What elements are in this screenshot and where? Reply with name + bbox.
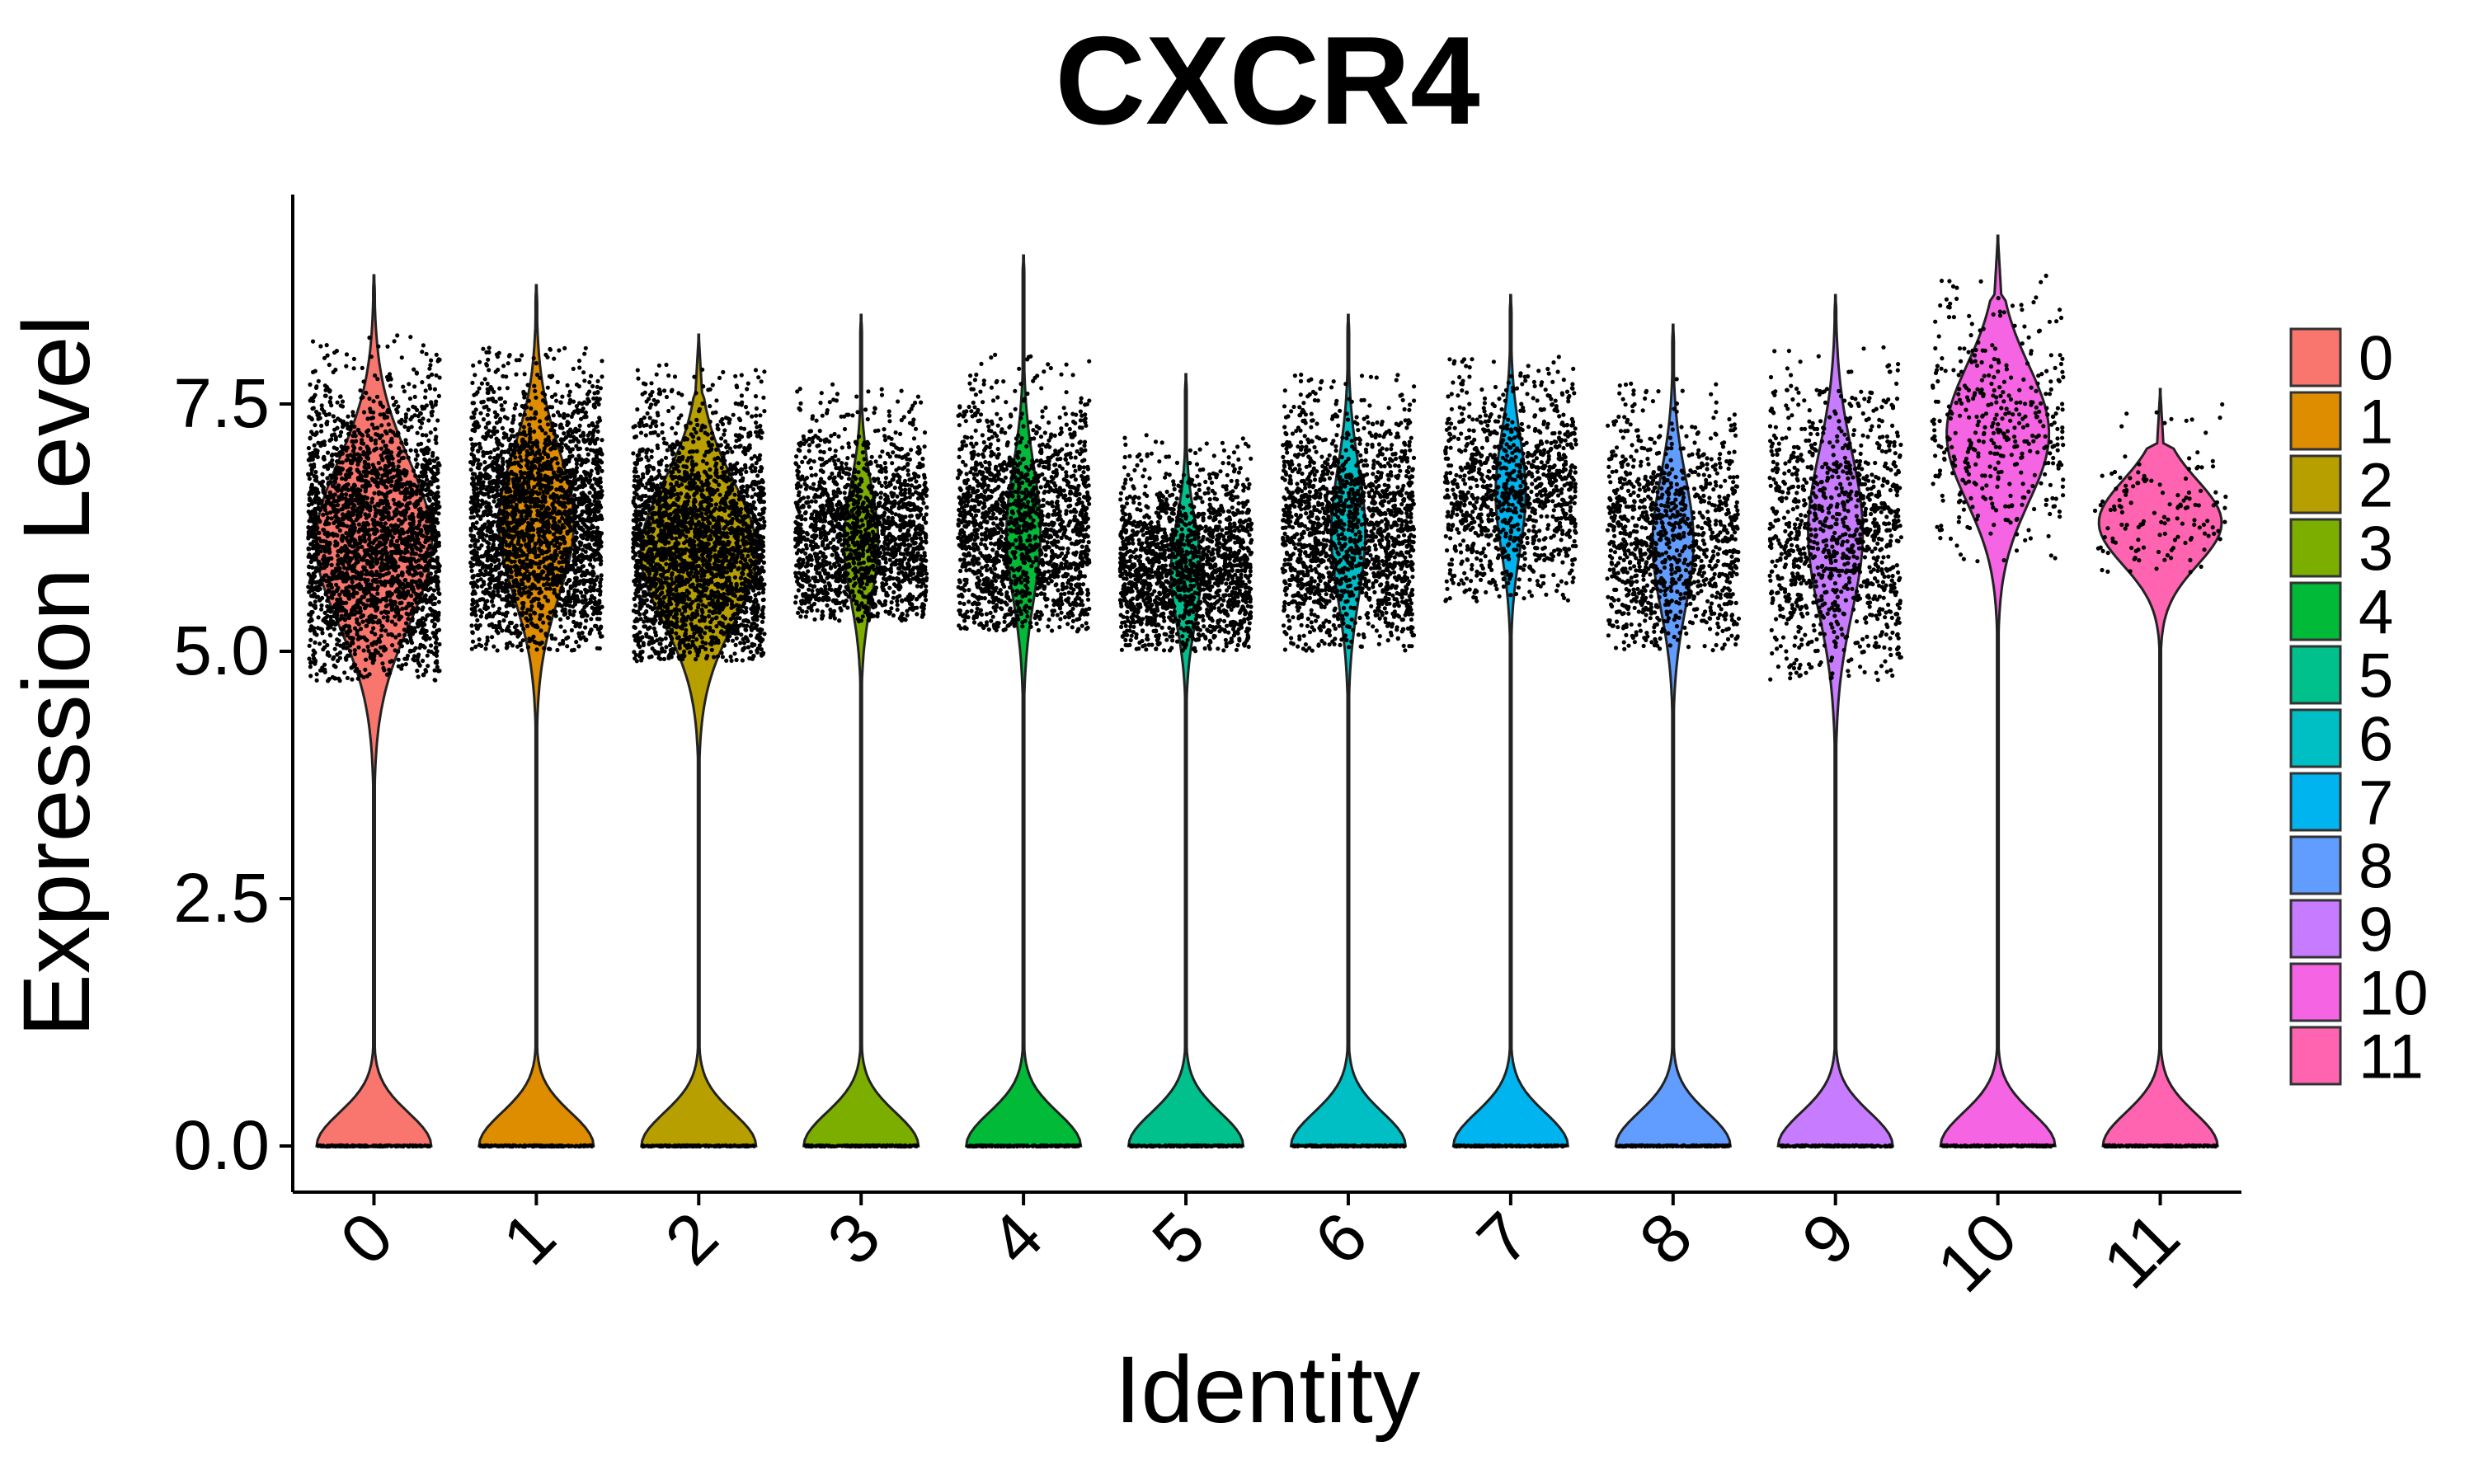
zero-points-cluster-11 [2102,1143,2218,1149]
legend-swatch-3 [2289,518,2342,578]
x-tick-label: 11 [2088,1197,2194,1303]
zero-points-cluster-5 [1127,1143,1244,1149]
jitter-points-cluster-2 [631,362,767,664]
x-tick-label: 1 [488,1197,571,1280]
zero-points-cluster-9 [1779,1143,1893,1149]
jitter-points-cluster-11 [2092,402,2228,575]
x-tick-label: 9 [1787,1197,1870,1280]
chart-title: CXCR4 [1055,11,1479,151]
jitter-points-cluster-6 [1280,372,1417,653]
legend-swatch-9 [2289,899,2342,959]
x-axis-label: Identity [1115,1337,1421,1443]
legend-label: 1 [2359,387,2393,458]
violin-cluster-8 [1614,323,1733,1148]
zero-points-cluster-10 [1940,1143,2056,1149]
legend-swatch-5 [2289,645,2342,705]
legend-label: 7 [2359,768,2393,838]
violin-cluster-6 [1289,313,1408,1148]
zero-points-cluster-3 [802,1143,920,1149]
violin-cluster-7 [1451,294,1570,1148]
legend-label: 11 [2359,1022,2424,1092]
violin-cluster-9 [1776,294,1894,1148]
violin-cluster-5 [1126,373,1245,1148]
legend-label: 10 [2359,959,2429,1029]
x-tick-label: 5 [1137,1197,1220,1280]
violin-cluster-11 [2097,387,2223,1148]
jitter-points-cluster-3 [793,382,929,624]
jitter-points-cluster-7 [1442,355,1578,603]
legend-swatch-8 [2289,835,2342,895]
x-tick-label: 3 [812,1197,895,1280]
jitter-points-cluster-1 [468,345,604,653]
legend-label: 0 [2359,324,2393,394]
zero-points-cluster-2 [641,1143,756,1149]
legend-label: 6 [2359,705,2393,775]
legend-swatch-4 [2289,581,2342,641]
zero-points-cluster-7 [1452,1143,1569,1149]
legend-label: 2 [2359,451,2393,521]
jitter-points-cluster-4 [955,352,1092,634]
x-tick-label: 4 [975,1197,1057,1280]
legend-label: 5 [2359,641,2393,711]
y-tick-label: 2.5 [173,859,270,937]
zero-points-cluster-1 [478,1143,595,1149]
legend-swatch-6 [2289,708,2342,768]
y-tick-label: 5.0 [173,612,270,689]
legend-swatch-0 [2289,327,2342,387]
legend-label: 3 [2359,514,2393,585]
zero-points-cluster-8 [1615,1143,1731,1149]
legend-swatch-10 [2289,962,2342,1022]
x-tick-label: 6 [1300,1197,1382,1280]
zero-points-cluster-0 [316,1143,432,1149]
y-tick-label: 7.5 [173,364,270,442]
x-tick-label: 10 [1922,1197,2032,1307]
x-tick-label: 7 [1462,1197,1545,1280]
y-tick-label: 0.0 [173,1106,270,1184]
zero-points-cluster-4 [966,1143,1082,1149]
legend-swatch-7 [2289,772,2342,832]
violin-cluster-3 [802,313,920,1148]
y-axis-label: Expression Level [4,315,110,1037]
legend-swatch-11 [2289,1026,2342,1086]
jitter-points-cluster-9 [1767,345,1903,683]
zero-points-cluster-6 [1291,1143,1407,1149]
legend-label: 8 [2359,832,2393,902]
jitter-points-cluster-10 [1930,273,2066,564]
violin-cluster-2 [639,333,758,1148]
jitter-points-cluster-5 [1117,433,1254,654]
jitter-points-layer [306,273,2228,1149]
jitter-points-cluster-0 [306,333,442,683]
violin-cluster-4 [964,254,1083,1148]
legend-label: 9 [2359,895,2393,965]
jitter-points-cluster-8 [1605,377,1742,653]
legend-swatch-1 [2289,391,2342,451]
legend-label: 4 [2359,578,2393,648]
x-tick-label: 2 [651,1197,733,1280]
x-tick-label: 0 [326,1197,408,1280]
x-tick-label: 8 [1625,1197,1707,1280]
legend-swatch-2 [2289,454,2342,514]
